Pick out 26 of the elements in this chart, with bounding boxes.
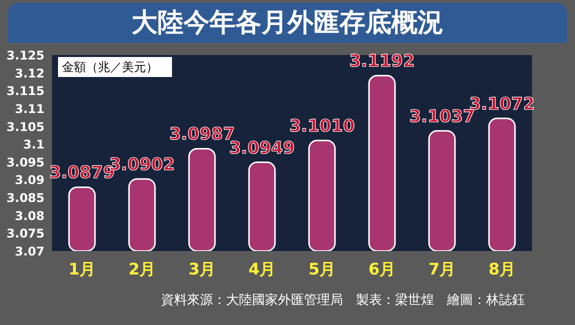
y-tick-label: 3.1 xyxy=(23,138,44,152)
y-tick-label: 3.105 xyxy=(6,120,44,134)
data-label: 3.1192 xyxy=(349,52,415,72)
x-tick-label: 8月 xyxy=(488,260,516,278)
x-tick-label: 6月 xyxy=(368,260,396,278)
y-tick-label: 3.125 xyxy=(6,48,44,62)
data-label: 3.0949 xyxy=(229,138,295,158)
y-tick-label: 3.095 xyxy=(6,155,44,170)
y-tick-label: 3.115 xyxy=(6,84,44,98)
x-tick-label: 7月 xyxy=(428,260,456,278)
y-tick-label: 3.09 xyxy=(14,173,44,188)
y-tick-label: 3.07 xyxy=(14,244,44,258)
x-tick-label: 4月 xyxy=(248,260,276,278)
x-tick-label: 1月 xyxy=(68,260,96,278)
x-tick-label: 2月 xyxy=(128,260,156,278)
source-note: 資料來源：大陸國家外匯管理局 製表：梁世煌 繪圖：林誌鈺 xyxy=(160,292,526,309)
x-tick-label: 5月 xyxy=(308,260,336,278)
y-tick-label: 3.075 xyxy=(6,226,44,241)
y-tick-label: 3.08 xyxy=(14,208,44,223)
chart-title: 大陸今年各月外匯存底概況 xyxy=(8,3,567,43)
y-tick-label: 3.12 xyxy=(14,66,44,80)
y-tick-label: 3.11 xyxy=(14,102,44,116)
data-label: 3.1010 xyxy=(289,116,355,137)
x-tick-label: 3月 xyxy=(188,260,216,278)
y-tick-label: 3.085 xyxy=(6,191,44,206)
y-axis-title: 金額（兆／美元） xyxy=(62,60,158,74)
